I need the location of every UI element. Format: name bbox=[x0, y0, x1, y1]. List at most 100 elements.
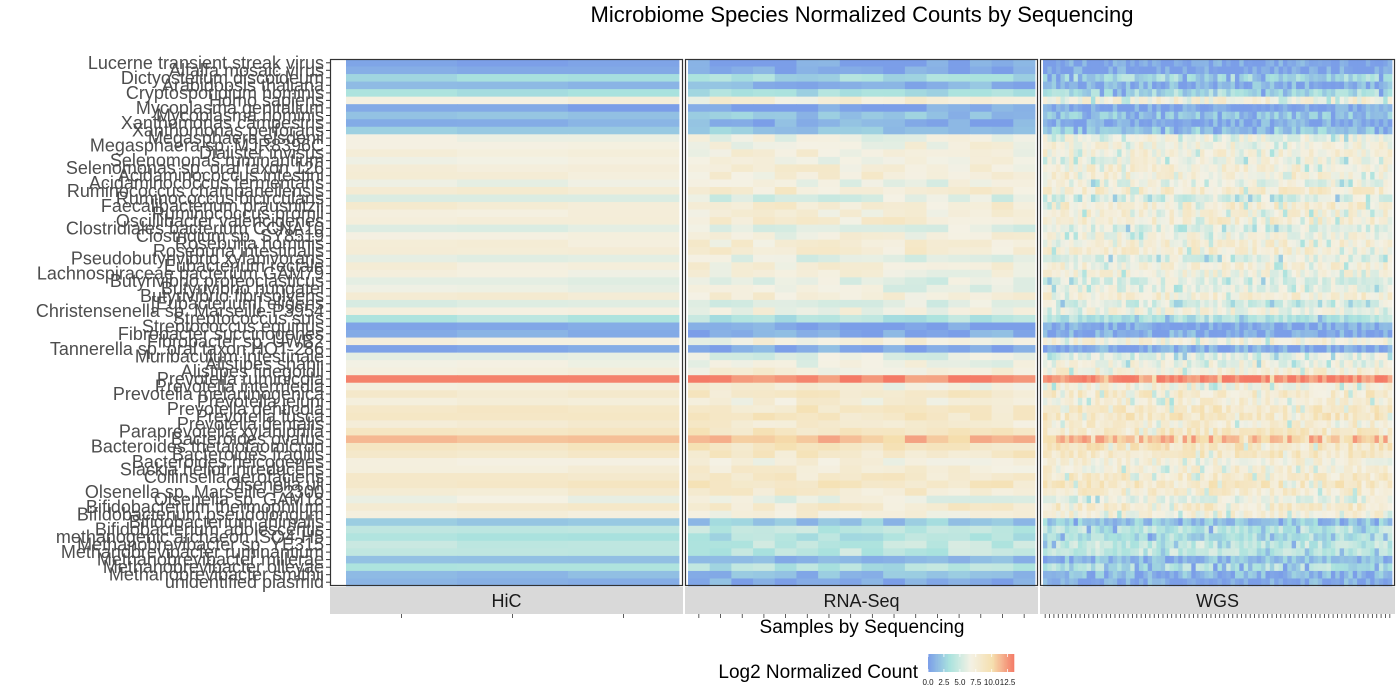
heatmap-cell bbox=[1221, 352, 1227, 361]
heatmap-cell bbox=[904, 465, 927, 474]
heatmap-cell bbox=[1095, 247, 1101, 256]
heatmap-cell bbox=[861, 382, 884, 391]
heatmap-cell bbox=[1117, 299, 1122, 308]
heatmap-cell bbox=[1047, 156, 1053, 165]
heatmap-cell bbox=[1291, 217, 1297, 226]
heatmap-cell bbox=[1147, 262, 1153, 271]
heatmap-cell bbox=[991, 96, 1014, 105]
heatmap-cell bbox=[731, 322, 754, 331]
heatmap-cell bbox=[1213, 186, 1218, 195]
heatmap-cell bbox=[346, 81, 458, 90]
heatmap-cell bbox=[1339, 232, 1345, 241]
heatmap-cell bbox=[568, 473, 680, 481]
heatmap-cell bbox=[796, 156, 819, 165]
heatmap-cell bbox=[926, 427, 949, 436]
heatmap-cell bbox=[1221, 59, 1227, 67]
heatmap-cell bbox=[1060, 299, 1066, 308]
heatmap-cell bbox=[1069, 277, 1074, 286]
heatmap-cell bbox=[1095, 141, 1101, 150]
heatmap-cell bbox=[818, 390, 841, 399]
heatmap-cell bbox=[969, 247, 993, 256]
heatmap-cell bbox=[1322, 149, 1327, 158]
heatmap-cell bbox=[948, 299, 971, 308]
heatmap-cell bbox=[1165, 104, 1170, 113]
heatmap-cell bbox=[1344, 217, 1349, 226]
heatmap-cell bbox=[1125, 59, 1131, 67]
heatmap-cell bbox=[1112, 164, 1118, 173]
heatmap-cell bbox=[969, 427, 993, 436]
heatmap-cell bbox=[1125, 375, 1131, 384]
heatmap-cell bbox=[1121, 89, 1127, 98]
heatmap-cell bbox=[1378, 179, 1384, 188]
heatmap-cell bbox=[1378, 254, 1384, 263]
heatmap-cell bbox=[1252, 360, 1258, 369]
heatmap-cell bbox=[1234, 352, 1240, 361]
heatmap-cell bbox=[568, 217, 680, 226]
heatmap-cell bbox=[1304, 66, 1310, 75]
heatmap-cell bbox=[818, 292, 841, 301]
heatmap-cell bbox=[709, 345, 732, 354]
heatmap-cell bbox=[1226, 81, 1231, 90]
heatmap-cell bbox=[1296, 375, 1301, 384]
heatmap-cell bbox=[1239, 269, 1245, 278]
heatmap-cell bbox=[796, 209, 819, 218]
heatmap-cell bbox=[457, 119, 569, 128]
heatmap-cell bbox=[1335, 284, 1341, 293]
heatmap-cell bbox=[1152, 202, 1157, 210]
heatmap-cell bbox=[1243, 126, 1249, 135]
heatmap-cell bbox=[1195, 330, 1201, 338]
heatmap-cell bbox=[991, 224, 1014, 233]
heatmap-cell bbox=[709, 555, 732, 564]
heatmap-cell bbox=[1169, 164, 1175, 173]
heatmap-cell bbox=[731, 367, 754, 376]
heatmap-cell bbox=[1348, 217, 1354, 226]
heatmap-cell bbox=[926, 488, 949, 497]
heatmap-cell bbox=[1387, 232, 1393, 241]
heatmap-cell bbox=[1248, 134, 1253, 143]
heatmap-cell bbox=[1147, 156, 1153, 165]
heatmap-cell bbox=[774, 239, 797, 248]
heatmap-cell bbox=[1265, 81, 1271, 90]
heatmap-cell bbox=[904, 352, 927, 361]
heatmap-cell bbox=[1099, 202, 1105, 210]
heatmap-cell bbox=[1344, 322, 1349, 331]
heatmap-cell bbox=[1117, 89, 1122, 98]
heatmap-cell bbox=[926, 480, 949, 489]
heatmap-cell bbox=[1370, 345, 1375, 354]
heatmap-cell bbox=[1261, 314, 1266, 323]
heatmap-cell bbox=[818, 224, 841, 233]
heatmap-cell bbox=[1204, 202, 1210, 210]
heatmap-cell bbox=[818, 134, 841, 143]
heatmap-cell bbox=[1077, 104, 1083, 113]
heatmap-cell bbox=[1099, 134, 1105, 143]
heatmap-cell bbox=[1339, 254, 1345, 263]
heatmap-cell bbox=[346, 458, 458, 466]
heatmap-cell bbox=[1226, 194, 1231, 203]
heatmap-cell bbox=[1013, 525, 1036, 534]
heatmap-cell bbox=[1370, 209, 1375, 218]
heatmap-cell bbox=[1226, 375, 1231, 384]
heatmap-cell bbox=[1195, 284, 1201, 293]
heatmap-cell bbox=[948, 74, 971, 82]
heatmap-cell bbox=[1326, 330, 1332, 338]
heatmap-cell bbox=[1221, 367, 1227, 376]
heatmap-cell bbox=[1352, 337, 1358, 346]
heatmap-cell bbox=[796, 480, 819, 489]
heatmap-cell bbox=[1043, 314, 1048, 323]
heatmap-cell bbox=[1069, 367, 1074, 376]
heatmap-cell bbox=[1383, 360, 1389, 369]
heatmap-cell bbox=[731, 179, 754, 188]
heatmap-cell bbox=[709, 104, 732, 113]
heatmap-cell bbox=[1383, 119, 1389, 128]
heatmap-cell bbox=[1352, 202, 1358, 210]
heatmap-cell bbox=[1361, 292, 1367, 301]
heatmap-cell bbox=[1239, 284, 1245, 293]
heatmap-cell bbox=[1117, 186, 1122, 195]
heatmap-cell bbox=[1265, 284, 1271, 293]
heatmap-cell bbox=[1304, 307, 1310, 316]
heatmap-cell bbox=[861, 548, 884, 557]
heatmap-cell bbox=[1047, 292, 1053, 301]
heatmap-cell bbox=[1287, 239, 1293, 248]
heatmap-cell bbox=[969, 435, 993, 444]
heatmap-cell bbox=[1221, 134, 1227, 143]
